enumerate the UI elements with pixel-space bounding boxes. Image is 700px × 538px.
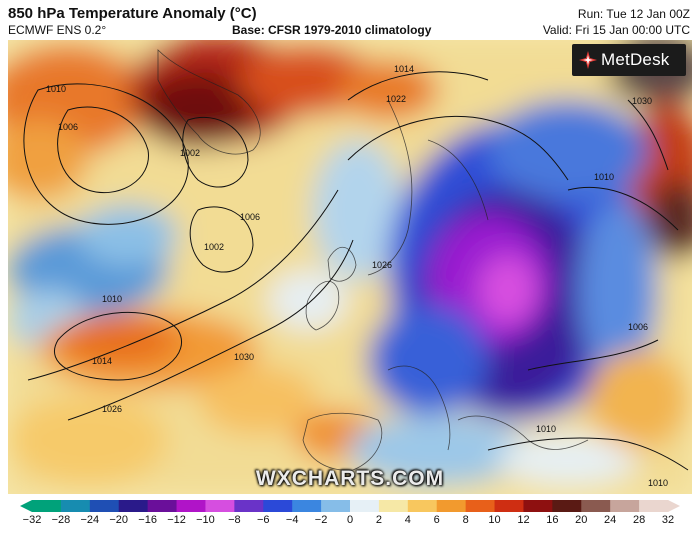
- colorbar-segment: [89, 500, 120, 512]
- coastlines: [157, 49, 589, 471]
- isobar-label: 1010: [648, 478, 668, 488]
- colorbar: [20, 500, 680, 512]
- colorbar-segment: [378, 500, 409, 512]
- isobar-label: 1022: [386, 94, 406, 104]
- metdesk-logo: MetDesk: [572, 44, 686, 76]
- isobar-label: 1010: [102, 294, 122, 304]
- isobar-label: 1014: [394, 64, 414, 74]
- colorbar-segment: [494, 500, 524, 512]
- map-canvas: 1010 1006 1002 1006 1002 1010 1014 1026 …: [8, 40, 692, 494]
- isobar-labels: 1010 1006 1002 1006 1002 1010 1014 1026 …: [46, 64, 668, 488]
- colorbar-tick-label: −12: [167, 514, 186, 526]
- isobar-label: 1010: [536, 424, 556, 434]
- colorbar-tick-label: −2: [314, 514, 328, 526]
- colorbar-tick-label: 12: [517, 514, 530, 526]
- colorbar-segment: [60, 500, 91, 512]
- isobar-label: 1014: [92, 356, 112, 366]
- colorbar-segment: [321, 500, 351, 512]
- isobar-label: 1030: [234, 352, 254, 362]
- colorbar-segment: [176, 500, 206, 512]
- colorbar-tick-label: −24: [80, 514, 100, 526]
- isobars: [23, 71, 689, 471]
- colorbar-tick-label: −32: [22, 514, 42, 526]
- colorbar-segment: [436, 500, 467, 512]
- isobar-label: 1010: [46, 84, 66, 94]
- base-label: Base: CFSR 1979-2010 climatology: [232, 23, 432, 37]
- colorbar-tick-label: 10: [488, 514, 501, 526]
- colorbar-segment: [205, 500, 235, 512]
- chart-title: 850 hPa Temperature Anomaly (°C): [8, 5, 257, 22]
- colorbar-segment: [552, 500, 582, 512]
- colorbar-segment: [118, 500, 149, 512]
- colorbar-segment: [32, 500, 62, 512]
- isobar-label: 1002: [204, 242, 224, 252]
- colorbar-tick-label: 32: [661, 514, 675, 526]
- colorbar-tick-label: 2: [375, 514, 382, 526]
- isobar-label: 1026: [102, 404, 122, 414]
- colorbar-tick-label: −20: [109, 514, 129, 526]
- colorbar-tick-label: −28: [51, 514, 71, 526]
- colorbar-segment: [465, 500, 496, 512]
- colorbar-arrow-left: [20, 500, 32, 512]
- colorbar-tick-label: 8: [462, 514, 469, 526]
- colorbar-tick-label: −8: [228, 514, 241, 526]
- colorbar-tick-label: 24: [604, 514, 617, 526]
- colorbar-tick-label: −10: [196, 514, 215, 526]
- colorbar-arrow-right: [668, 500, 680, 512]
- isobar-label: 1026: [372, 260, 392, 270]
- colorbar-segment: [350, 500, 380, 512]
- colorbar-tick-label: 6: [433, 514, 440, 526]
- colorbar-segment: [523, 500, 553, 512]
- colorbar-segment: [610, 500, 640, 512]
- colorbar-tick-label: 28: [632, 514, 646, 526]
- isobar-label: 1006: [58, 122, 78, 132]
- watermark: WXCHARTS.COM: [255, 467, 445, 490]
- colorbar-segment: [407, 500, 438, 512]
- colorbar-tick-label: −16: [138, 514, 157, 526]
- model-label: ECMWF ENS 0.2°: [8, 23, 107, 37]
- colorbar-segment: [147, 500, 178, 512]
- isobar-label: 1030: [632, 96, 652, 106]
- isobar-label: 1002: [180, 148, 200, 158]
- colorbar-tick-label: −6: [256, 514, 270, 526]
- isobar-label: 1006: [628, 322, 648, 332]
- metdesk-logo-icon: [579, 51, 597, 69]
- colorbar-tick-label: 0: [346, 514, 354, 526]
- colorbar-segment: [292, 500, 322, 512]
- run-time: Run: Tue 12 Jan 00Z: [577, 7, 690, 21]
- isobar-label: 1006: [240, 212, 260, 222]
- valid-time: Valid: Fri 15 Jan 00:00 UTC: [542, 23, 690, 37]
- isobar-label: 1010: [594, 172, 614, 182]
- colorbar-tick-label: 4: [404, 514, 411, 526]
- temperature-field: [8, 40, 692, 494]
- colorbar-segment: [639, 500, 669, 512]
- colorbar-segment: [234, 500, 264, 512]
- colorbar-ticks: −32 −28 −24 −20 −16 −12 −10 −8 −6 −4 −2 0 2 4 6 8 10 12 16…: [0, 512, 700, 534]
- anomaly-map: 1010 1006 1002 1006 1002 1010 1014 1026 …: [8, 40, 692, 494]
- colorbar-tick-label: 20: [575, 514, 588, 526]
- logo-text: MetDesk: [601, 50, 670, 69]
- colorbar-tick-label: 16: [546, 514, 559, 526]
- colorbar-tick-label: −4: [285, 514, 299, 526]
- colorbar-segment: [581, 500, 611, 512]
- colorbar-segment: [263, 500, 293, 512]
- header: 850 hPa Temperature Anomaly (°C) ECMWF E…: [0, 0, 700, 40]
